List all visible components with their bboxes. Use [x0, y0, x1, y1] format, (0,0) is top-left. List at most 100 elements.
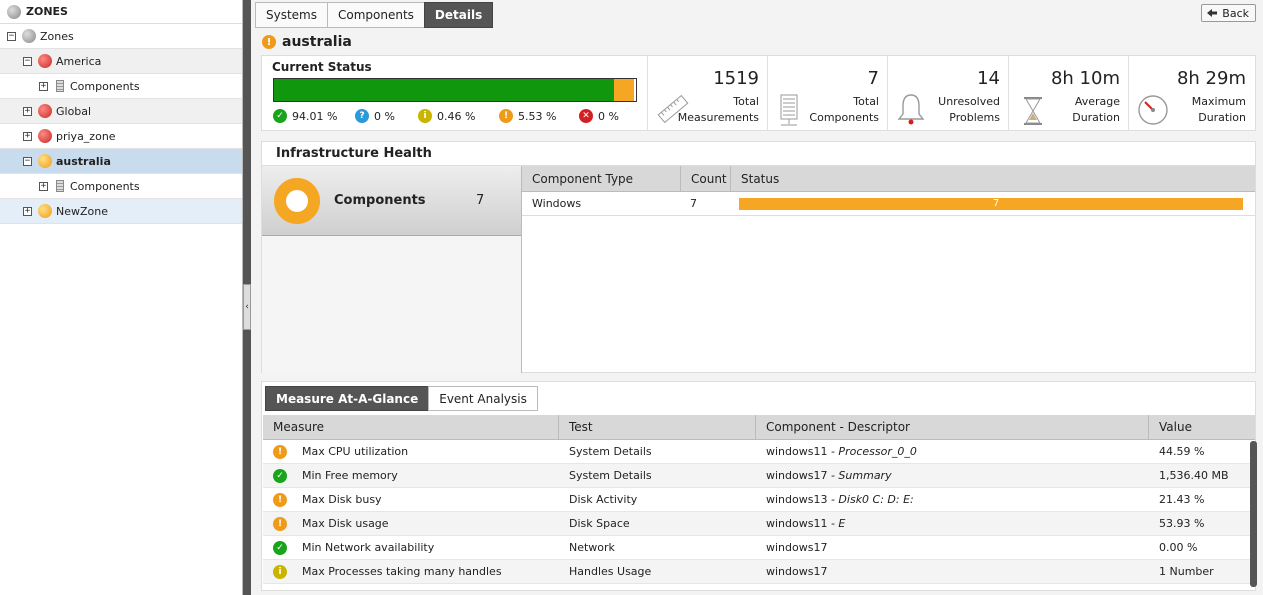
cell-measure: Min Network availability [302, 541, 435, 554]
table-row[interactable]: ! Max Disk busy Disk Activity windows13 -… [263, 488, 1255, 512]
col-value[interactable]: Value [1159, 420, 1192, 434]
measures-tabs: Measure At-A-Glance Event Analysis [265, 386, 538, 411]
table-row[interactable]: Windows 7 7 [522, 192, 1255, 216]
cell-component-name: windows17 [766, 541, 828, 554]
stat-total-measurements[interactable]: 1519 Total Measurements [648, 56, 768, 130]
pct-critical-value: 0 % [598, 109, 619, 123]
tab-details[interactable]: Details [423, 2, 494, 28]
table-row[interactable]: ✓ Min Free memory System Details windows1… [263, 464, 1255, 488]
cell-status: 7 [730, 197, 1243, 210]
pct-minor[interactable]: i 0.46 % [418, 109, 499, 123]
pct-unknown[interactable]: ? 0 % [355, 109, 418, 123]
col-measure[interactable]: Measure [263, 414, 559, 440]
globe-icon [22, 29, 36, 43]
stat-total-components[interactable]: 7 Total Components [768, 56, 888, 130]
back-arrow-icon [1207, 9, 1218, 17]
pct-critical[interactable]: ✕ 0 % [579, 109, 619, 123]
stat-maximum-duration[interactable]: 8h 29m Maximum Duration [1129, 56, 1254, 130]
minor-icon: i [418, 109, 432, 123]
tree-item-america[interactable]: − America [0, 49, 242, 74]
stat-label-line2: Duration [1198, 111, 1246, 124]
tab-event-analysis[interactable]: Event Analysis [428, 386, 538, 411]
table-row[interactable]: ! Max CPU utilization System Details wind… [263, 440, 1255, 464]
pct-minor-value: 0.46 % [437, 109, 476, 123]
stat-value: 7 [867, 68, 879, 89]
current-status: Current Status ✓ 94.01 % ? 0 % i 0.46 % [262, 56, 648, 130]
cell-test: System Details [569, 469, 652, 482]
table-row[interactable]: ✓ Min Network availability Network window… [263, 536, 1255, 560]
cell-component: windows17 - Summary [756, 469, 1149, 482]
col-component-descriptor[interactable]: Component - Descriptor [756, 414, 1149, 440]
tree-item-australia[interactable]: − australia [0, 149, 242, 174]
tab-measure-at-a-glance[interactable]: Measure At-A-Glance [265, 386, 430, 411]
collapse-sidebar-handle[interactable]: ‹ [243, 284, 251, 330]
cell-measure: Max Disk busy [302, 493, 382, 506]
expand-icon[interactable]: + [23, 105, 32, 116]
cell-component-name: windows13 [766, 493, 828, 506]
pct-major[interactable]: ! 5.53 % [499, 109, 579, 123]
major-icon: ! [273, 516, 287, 531]
measures-scrollbar[interactable] [1250, 441, 1257, 587]
ok-icon: ✓ [273, 540, 287, 555]
collapse-icon[interactable]: − [7, 30, 16, 41]
status-bar[interactable] [273, 78, 637, 102]
expand-icon[interactable]: + [39, 80, 48, 91]
stat-label-line1: Average [1074, 95, 1120, 108]
expand-icon[interactable]: + [23, 130, 32, 141]
tree-item-priya-zone[interactable]: + priya_zone [0, 124, 242, 149]
back-button[interactable]: Back [1201, 4, 1256, 22]
col-count[interactable]: Count [681, 165, 731, 192]
col-component-type[interactable]: Component Type [522, 165, 681, 192]
cell-descriptor: - E [827, 517, 846, 530]
measures-panel: Measure At-A-Glance Event Analysis Measu… [261, 381, 1256, 591]
tree-item-label: Global [56, 104, 92, 118]
tab-components[interactable]: Components [327, 2, 425, 28]
collapse-icon[interactable]: − [23, 55, 32, 66]
pct-unknown-value: 0 % [374, 109, 395, 123]
expand-icon[interactable]: + [39, 180, 48, 191]
expand-icon[interactable]: + [23, 205, 32, 216]
tab-systems[interactable]: Systems [255, 2, 328, 28]
tree-item-australia-components[interactable]: + Components [0, 174, 242, 199]
stat-label-line2: Measurements [677, 111, 759, 124]
status-bar-normal [274, 79, 615, 101]
cell-measure: Max Processes taking many handles [302, 565, 502, 578]
pct-normal-value: 94.01 % [292, 109, 338, 123]
cell-value: 53.93 % [1159, 517, 1205, 530]
table-row[interactable]: i Max Processes taking many handles Handl… [263, 560, 1255, 584]
tree-item-zones[interactable]: − Zones [0, 24, 242, 49]
critical-icon: ✕ [579, 109, 593, 123]
sidebar-title: ZONES [26, 5, 68, 18]
cell-component-name: windows11 [766, 517, 828, 530]
ring-chart-icon [274, 177, 320, 224]
stat-unresolved-problems[interactable]: 14 Unresolved Problems [888, 56, 1009, 130]
ok-icon: ✓ [273, 109, 287, 123]
globe-major-icon [38, 204, 52, 218]
status-bar[interactable]: 7 [739, 197, 1243, 210]
stat-label-line1: Total [733, 95, 759, 108]
hourglass-icon [1024, 97, 1042, 125]
collapse-icon[interactable]: − [23, 155, 32, 166]
cell-component-name: windows17 [766, 565, 828, 578]
cell-component-name: windows17 [766, 469, 828, 482]
cell-value: 1 Number [1159, 565, 1214, 578]
stat-value: 14 [977, 68, 1000, 89]
col-status[interactable]: Status [741, 171, 780, 186]
col-test[interactable]: Test [559, 414, 756, 440]
infrastructure-summary: Components 7 [262, 166, 522, 373]
pct-normal[interactable]: ✓ 94.01 % [273, 109, 355, 123]
zone-title: ! australia [262, 34, 352, 50]
tree-item-america-components[interactable]: + Components [0, 74, 242, 99]
cell-descriptor: - Disk0 C: D: E: [827, 493, 914, 506]
cell-measure: Max Disk usage [302, 517, 389, 530]
stat-label-line2: Problems [949, 111, 1000, 124]
tree-item-global[interactable]: + Global [0, 99, 242, 124]
components-card-label: Components [334, 193, 426, 208]
stat-label-line1: Unresolved [938, 95, 1000, 108]
tree-item-newzone[interactable]: + NewZone [0, 199, 242, 224]
components-card[interactable]: Components 7 [262, 166, 521, 236]
table-row[interactable]: ! Max Disk usage Disk Space windows11 - E… [263, 512, 1255, 536]
tree-item-label: priya_zone [56, 129, 116, 143]
stat-average-duration[interactable]: 8h 10m Average Duration [1009, 56, 1129, 130]
cell-test: Disk Space [569, 517, 630, 530]
